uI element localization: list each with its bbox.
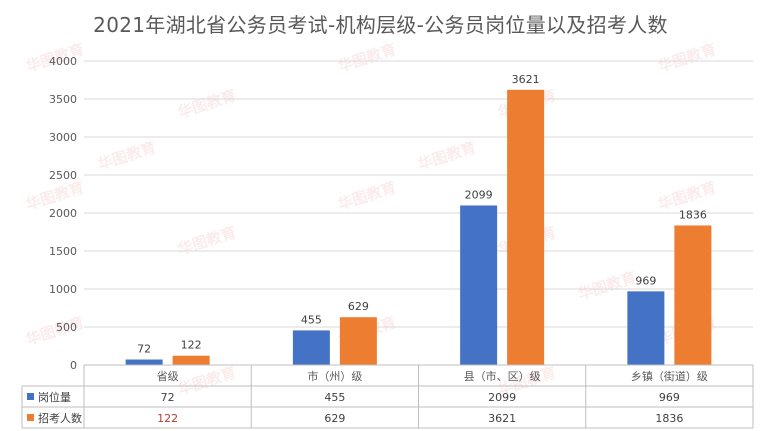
y-tick-label: 2500	[49, 169, 77, 182]
watermark-text: 华图教育	[416, 138, 479, 174]
y-tick-label: 1500	[49, 245, 77, 258]
bar	[674, 225, 712, 365]
y-tick-label: 3500	[49, 93, 77, 106]
category-label: 省级	[157, 370, 179, 383]
watermark-text: 华图教育	[336, 40, 399, 76]
data-label: 72	[137, 343, 151, 356]
data-label: 455	[301, 313, 322, 326]
table-cell: 629	[324, 412, 345, 425]
y-tick-label: 500	[56, 321, 77, 334]
category-label: 市（州）级	[307, 369, 362, 383]
watermark-text: 华图教育	[656, 40, 719, 76]
table-cell: 1836	[655, 412, 683, 425]
watermark-text: 华图教育	[176, 223, 239, 259]
bar	[507, 89, 545, 365]
y-tick-label: 2000	[49, 207, 77, 220]
data-label: 2099	[465, 188, 493, 201]
legend-label: 招考人数	[38, 411, 82, 425]
bar	[339, 317, 377, 365]
watermark-text: 华图教育	[176, 86, 239, 122]
table-cell: 72	[161, 391, 175, 404]
watermark-text: 华图教育	[96, 138, 159, 174]
data-label: 1836	[679, 208, 707, 221]
y-tick-label: 0	[70, 359, 77, 372]
legend-swatch	[27, 393, 34, 400]
data-label: 122	[181, 339, 202, 352]
legend-swatch	[27, 414, 34, 421]
watermark-text: 华图教育	[336, 178, 399, 214]
data-label: 3621	[512, 73, 540, 86]
y-tick-label: 3000	[49, 131, 77, 144]
watermark-text: 华图教育	[176, 363, 239, 399]
category-label: 县（市、区）级	[464, 369, 541, 383]
table-cell: 122	[157, 412, 178, 425]
bar	[460, 205, 498, 365]
bar	[125, 359, 163, 365]
y-tick-label: 4000	[49, 55, 77, 68]
legend-label: 岗位量	[38, 390, 71, 404]
bar	[172, 355, 210, 365]
bars	[125, 89, 712, 365]
data-labels: 72 122 455 629 2099 3621 969 1836	[137, 73, 707, 356]
y-tick-label: 1000	[49, 283, 77, 296]
table-cell: 2099	[488, 391, 516, 404]
data-label: 969	[635, 274, 656, 287]
table-cell: 969	[659, 391, 680, 404]
table-cell: 455	[324, 391, 345, 404]
y-axis-ticks: 0 500 1000 1500 2000 2500 3000 3500 4000	[49, 55, 77, 372]
category-label: 乡镇（街道）级	[631, 369, 708, 383]
table-cell: 3621	[488, 412, 516, 425]
bar	[627, 291, 665, 365]
bar	[292, 330, 330, 365]
data-label: 629	[348, 300, 369, 313]
chart-title: 2021年湖北省公务员考试-机构层级-公务员岗位量以及招考人数	[93, 13, 668, 37]
